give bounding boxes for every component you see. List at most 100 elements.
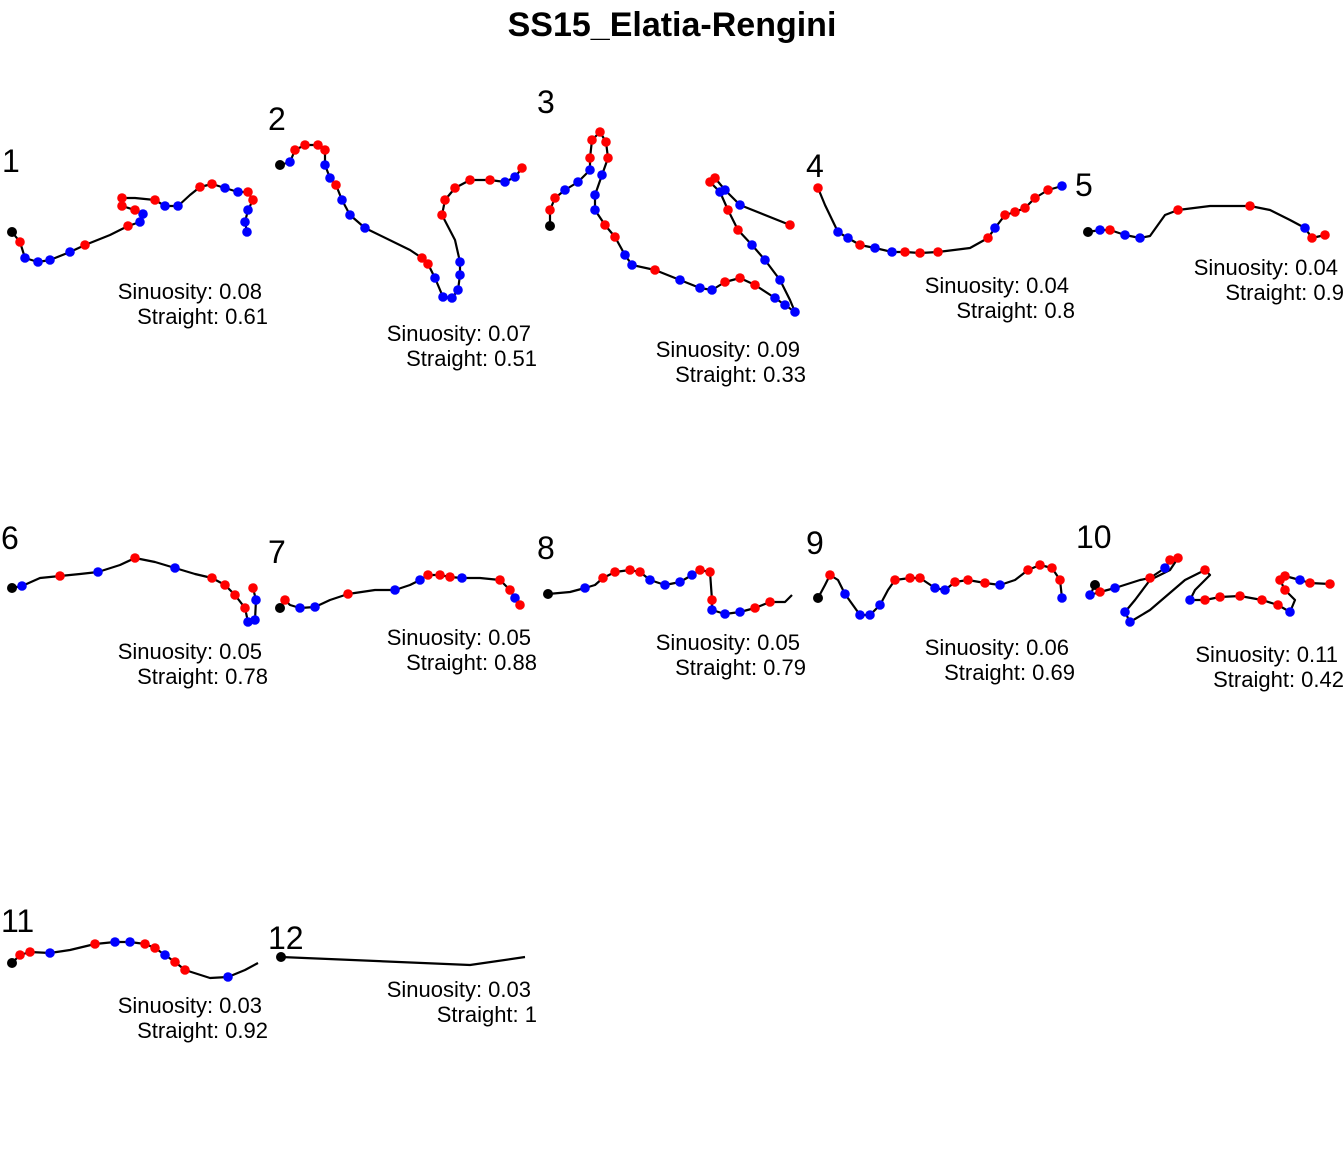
point-red — [435, 570, 445, 580]
start-point — [1083, 227, 1093, 237]
point-red — [735, 273, 745, 283]
point-red — [150, 195, 160, 205]
point-red — [825, 570, 835, 580]
point-red — [1245, 201, 1255, 211]
panel-number: 12 — [268, 920, 304, 956]
point-blue — [110, 937, 120, 947]
point-red — [915, 248, 925, 258]
point-blue — [843, 233, 853, 243]
point-red — [750, 603, 760, 613]
start-point — [1090, 580, 1100, 590]
panel-number: 3 — [537, 84, 555, 120]
point-red — [1173, 553, 1183, 563]
point-blue — [865, 610, 875, 620]
point-red — [90, 939, 100, 949]
point-blue — [65, 247, 75, 257]
point-red — [1047, 563, 1057, 573]
point-red — [600, 220, 610, 230]
point-red — [1307, 233, 1317, 243]
point-blue — [1057, 593, 1067, 603]
panel-number: 1 — [2, 143, 20, 179]
point-blue — [775, 275, 785, 285]
point-red — [207, 573, 217, 583]
point-blue — [707, 605, 717, 615]
panel-number: 10 — [1076, 519, 1112, 555]
point-blue — [573, 177, 583, 187]
point-red — [130, 205, 140, 215]
point-red — [610, 232, 620, 242]
trajectory-path — [280, 955, 526, 967]
point-red — [445, 572, 455, 582]
point-red — [1095, 587, 1105, 597]
point-blue — [360, 223, 370, 233]
point-red — [1145, 573, 1155, 583]
point-blue — [17, 581, 27, 591]
start-point — [543, 589, 553, 599]
point-red — [80, 240, 90, 250]
panel-number: 8 — [537, 530, 555, 566]
point-blue — [415, 575, 425, 585]
point-blue — [790, 307, 800, 317]
point-blue — [242, 227, 252, 237]
straightness-label: Straight: 0.51 — [406, 346, 537, 371]
point-blue — [660, 580, 670, 590]
point-blue — [747, 240, 757, 250]
point-blue — [833, 227, 843, 237]
sinuosity-label: Sinuosity: 0.11 — [1195, 642, 1338, 667]
point-blue — [125, 937, 135, 947]
point-blue — [580, 583, 590, 593]
point-blue — [138, 209, 148, 219]
point-red — [598, 573, 608, 583]
point-blue — [45, 255, 55, 265]
point-blue — [695, 283, 705, 293]
point-blue — [627, 260, 637, 270]
point-blue — [995, 580, 1005, 590]
point-red — [980, 578, 990, 588]
point-blue — [447, 293, 457, 303]
point-red — [220, 580, 230, 590]
point-blue — [220, 183, 230, 193]
start-point — [7, 583, 17, 593]
point-blue — [590, 205, 600, 215]
point-blue — [1120, 230, 1130, 240]
sinuosity-label: Sinuosity: 0.05 — [656, 630, 800, 655]
point-red — [1273, 600, 1283, 610]
point-red — [1200, 565, 1210, 575]
point-blue — [345, 210, 355, 220]
point-blue — [33, 257, 43, 267]
point-blue — [720, 609, 730, 619]
point-red — [280, 595, 290, 605]
point-red — [130, 553, 140, 563]
point-blue — [675, 577, 685, 587]
straightness-label: Straight: 0.69 — [944, 660, 1075, 685]
point-red — [331, 180, 341, 190]
point-red — [1320, 230, 1330, 240]
point-red — [240, 603, 250, 613]
panel-number: 5 — [1075, 167, 1093, 203]
point-blue — [430, 273, 440, 283]
point-blue — [510, 593, 520, 603]
straightness-label: Straight: 0.42 — [1213, 667, 1344, 692]
point-blue — [720, 185, 730, 195]
straightness-label: Straight: 0.33 — [675, 362, 806, 387]
point-red — [695, 565, 705, 575]
point-blue — [320, 160, 330, 170]
panel-number: 7 — [268, 534, 286, 570]
point-blue — [597, 170, 607, 180]
straightness-label: Straight: 0.78 — [137, 664, 268, 689]
sinuosity-label: Sinuosity: 0.04 — [1194, 255, 1338, 280]
point-red — [723, 205, 733, 215]
point-blue — [438, 292, 448, 302]
point-red — [515, 600, 525, 610]
point-blue — [870, 243, 880, 253]
straightness-label: Straight: 0.79 — [675, 655, 806, 680]
point-blue — [1285, 607, 1295, 617]
sinuosity-label: Sinuosity: 0.04 — [925, 273, 1069, 298]
point-blue — [457, 573, 467, 583]
sinuosity-label: Sinuosity: 0.06 — [925, 635, 1069, 660]
point-blue — [735, 607, 745, 617]
point-red — [25, 947, 35, 957]
